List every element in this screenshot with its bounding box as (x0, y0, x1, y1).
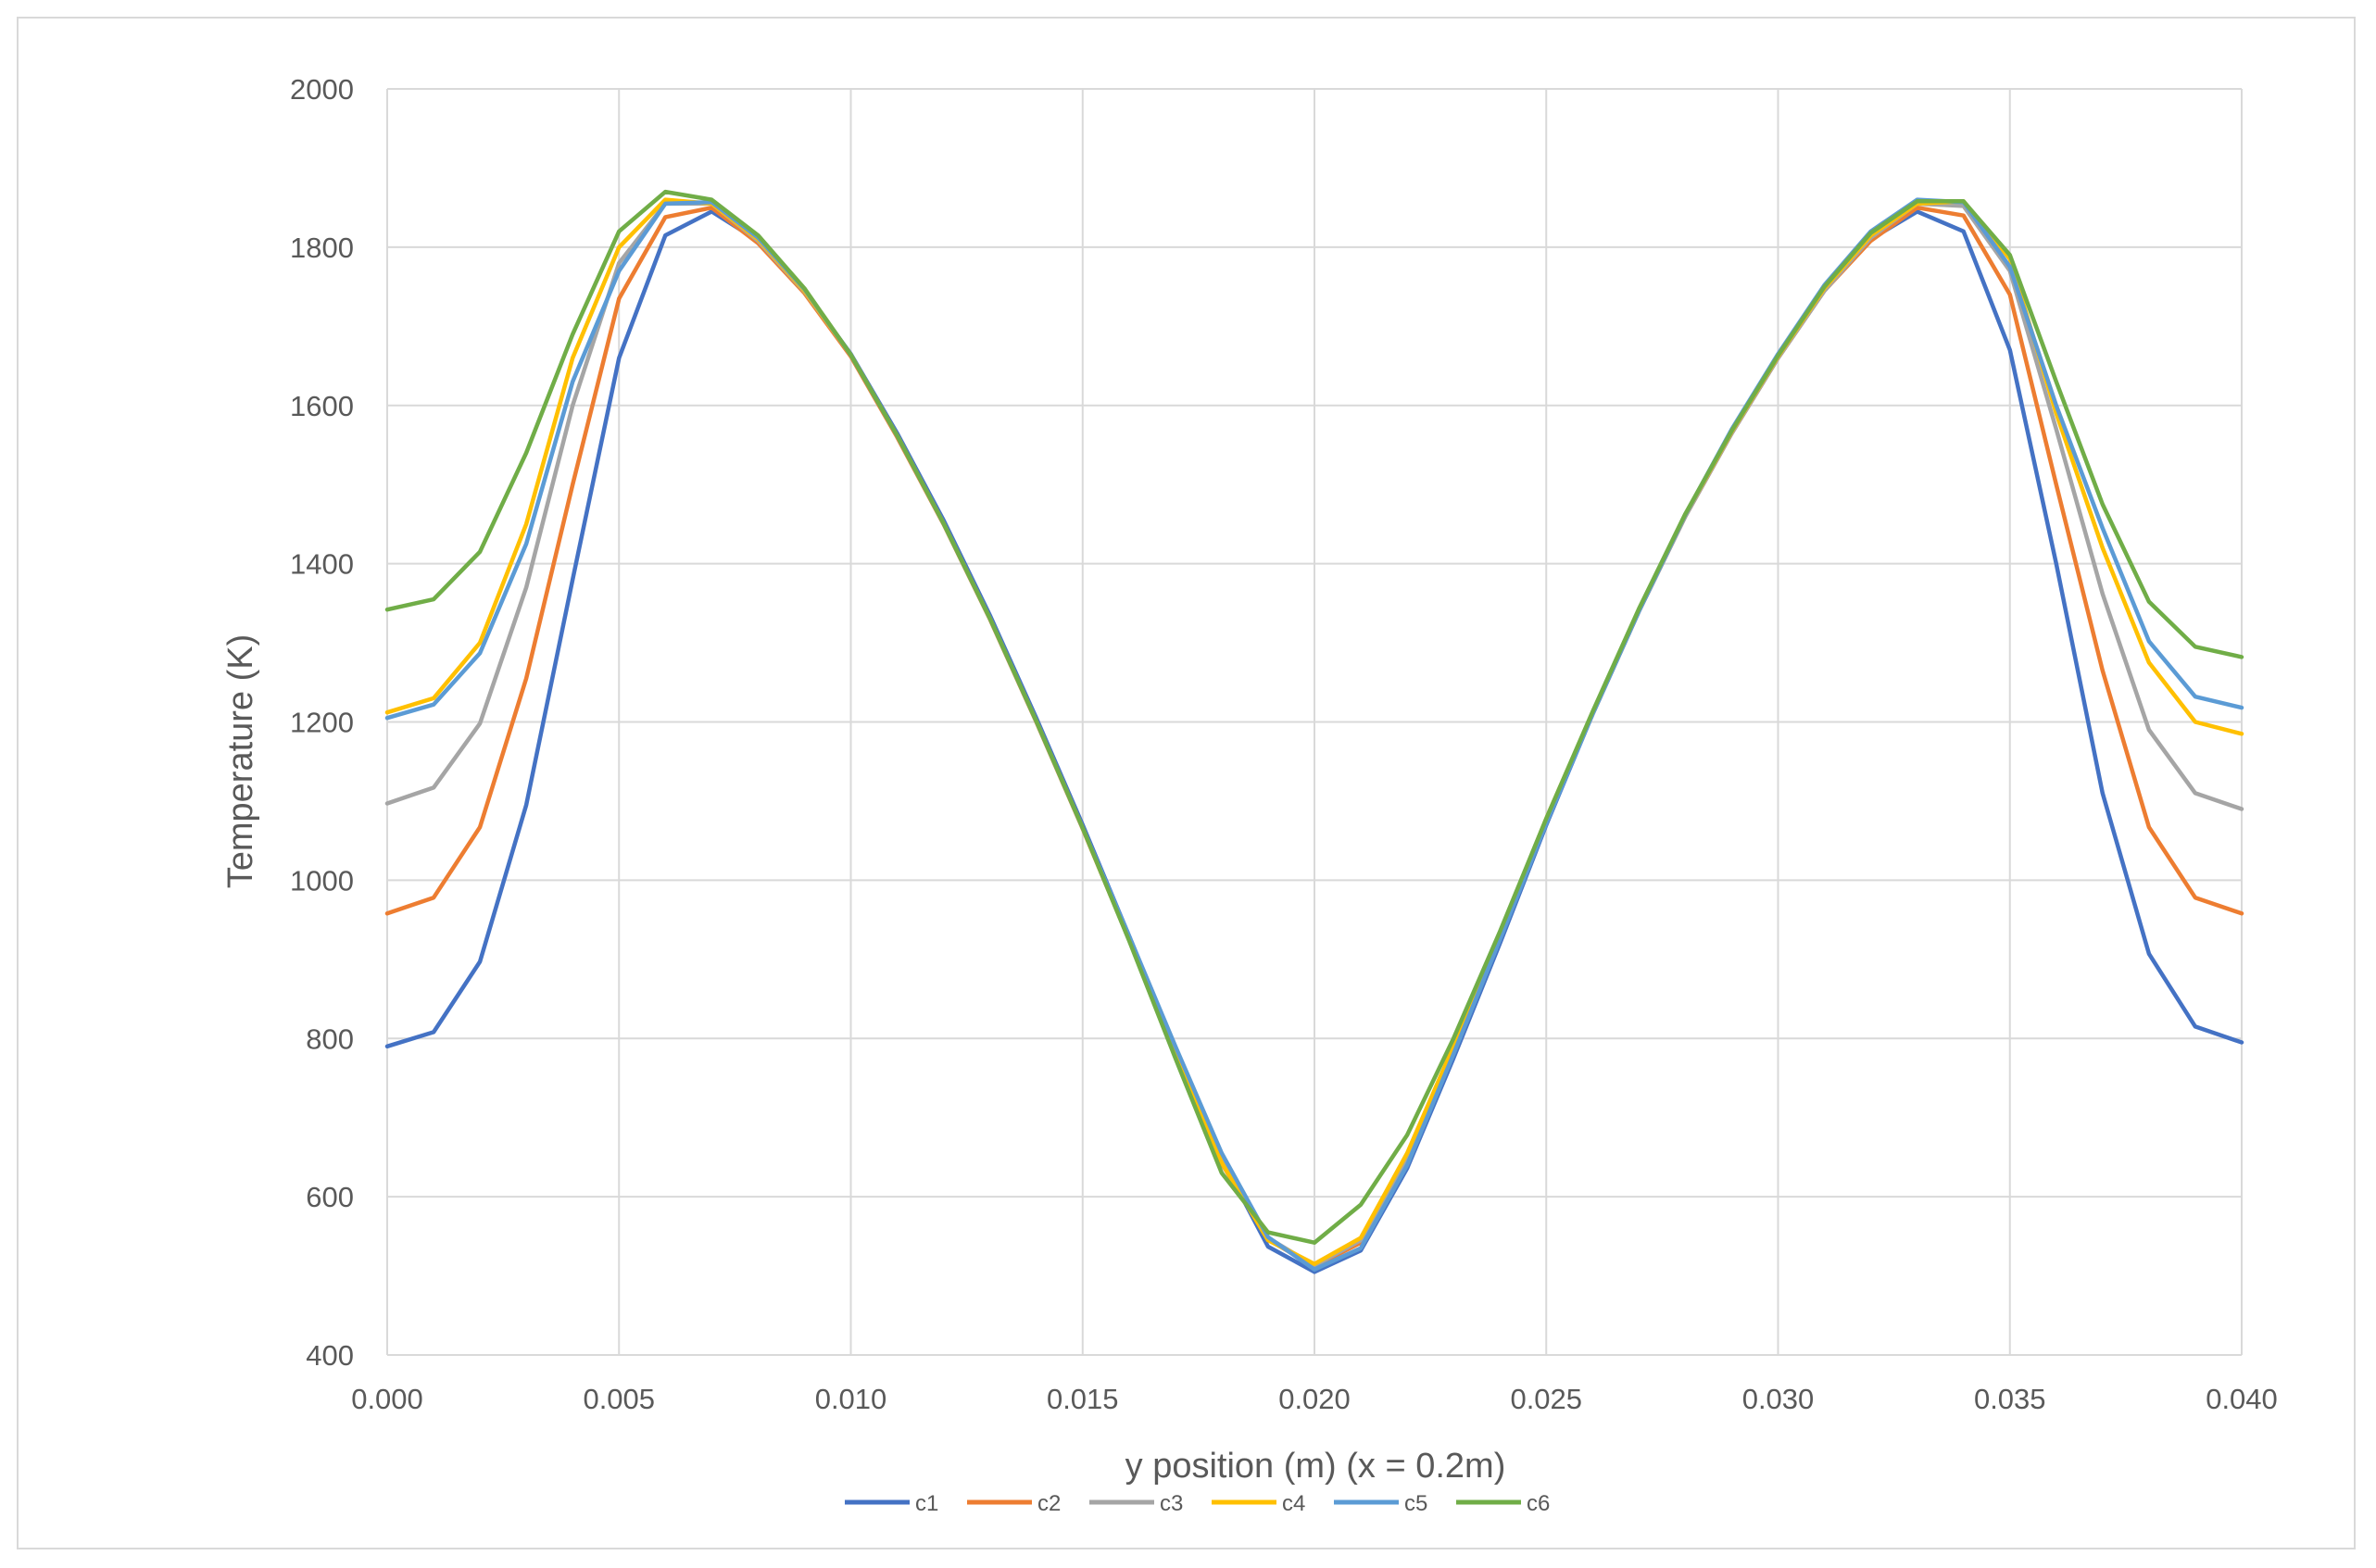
legend-label-c1: c1 (915, 1491, 938, 1516)
y-tick-label: 400 (306, 1339, 354, 1372)
y-tick-label: 1600 (290, 390, 354, 422)
x-tick-label: 0.010 (815, 1383, 887, 1415)
series-lines (384, 189, 2244, 1274)
chart-frame (17, 17, 2356, 1549)
y-tick-label: 800 (306, 1022, 354, 1055)
x-tick-label: 0.015 (1047, 1383, 1119, 1415)
legend-label-c5: c5 (1404, 1491, 1427, 1516)
x-tick-label: 0.020 (1278, 1383, 1351, 1415)
gridlines (386, 88, 2243, 1356)
y-tick-label: 1200 (290, 707, 354, 739)
legend-label-c2: c2 (1037, 1491, 1061, 1516)
x-tick-label: 0.025 (1510, 1383, 1582, 1415)
y-tick-label: 2000 (290, 73, 354, 106)
series-line-c1 (384, 209, 2244, 1274)
x-tick-label: 0.040 (2206, 1383, 2278, 1415)
legend-label-c3: c3 (1160, 1491, 1183, 1516)
y-axis-title: Temperature (K) (221, 634, 260, 889)
y-tick-label: 1400 (290, 548, 354, 581)
x-tick-label: 0.030 (1742, 1383, 1815, 1415)
series-line-c6 (384, 189, 2244, 1245)
legend-label-c6: c6 (1527, 1491, 1550, 1516)
x-tick-label: 0.000 (351, 1383, 423, 1415)
x-axis-title: y position (m) (x = 0.2m) (1125, 1447, 1506, 1486)
legend: c1 c2 c3 c4 c5 c6 (845, 1491, 1550, 1516)
legend-label-c4: c4 (1282, 1491, 1305, 1516)
x-tick-label: 0.005 (583, 1383, 655, 1415)
y-tick-label: 1000 (290, 864, 354, 897)
y-tick-label: 600 (306, 1181, 354, 1213)
x-tick-labels: 0.000 0.005 0.010 0.015 0.020 0.025 0.030 0.035… (351, 1383, 2278, 1415)
y-tick-labels: 400 600 800 1000 1200 1400 1600 1800 2000 (290, 73, 354, 1372)
x-tick-label: 0.035 (1974, 1383, 2046, 1415)
y-tick-label: 1800 (290, 232, 354, 264)
